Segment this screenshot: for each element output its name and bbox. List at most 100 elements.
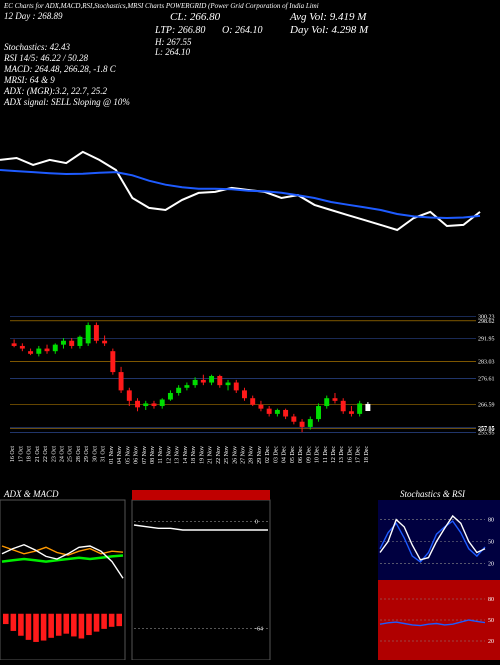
candle-body [110,351,116,373]
x-tick-label: 02 Dec [265,446,271,463]
candle-body [274,409,280,414]
candle-body [69,340,75,346]
x-tick-label: 13 Nov [175,446,181,464]
x-tick-label: 11 Nov [158,446,164,464]
x-tick-label: 08 Nov [150,446,156,464]
candle-body [135,400,140,408]
line-series [0,169,481,220]
x-tick-label: 14 Nov [183,446,189,464]
x-tick-label: 30 Oct [92,446,98,462]
adx-signal: ADX signal: SELL Sloping @ 10% [3,97,130,107]
y-tick-label: 20 [488,639,494,645]
candle-body [200,379,206,383]
y-tick-label: 50 [488,540,494,546]
mrsi: MRSI: 64 & 9 [3,75,55,85]
candle-body [233,382,239,391]
bar [63,613,70,634]
x-tick-label: 28 Nov [249,446,255,464]
candle-body [242,390,247,399]
y-tick-label: 257.35 [478,427,495,433]
stoch-panel-title: Stochastics & RSI [400,489,466,499]
y-tick-label: 257.65 [478,426,495,432]
candle-body [143,403,149,407]
bar [116,613,122,627]
candle-body [44,348,50,352]
x-tick-label: 21 Oct [35,446,41,462]
y-tick-label: 266.59 [478,402,495,408]
open: O: 264.10 [222,25,263,36]
candle-body [316,406,321,420]
x-tick-label: 06 Dec [298,446,304,463]
candle-body [348,411,354,414]
bar [78,613,85,639]
x-tick-label: 26 Nov [232,446,238,464]
y-tick-label: 283.03 [478,360,495,366]
candle-body [225,382,231,386]
x-tick-label: 04 Dec [282,446,288,463]
bar [25,613,32,640]
candle-body [28,351,34,354]
x-tick-label: 28 Oct [76,446,82,462]
x-tick-label: 19 Nov [199,446,205,464]
x-tick-label: 09 Dec [306,446,312,463]
high: H: 267.55 [154,37,192,47]
line-series [0,150,481,232]
candle-body [118,372,124,391]
x-tick-label: 16 Dec [347,446,353,463]
bar [101,613,107,629]
candle-body [167,392,173,400]
y-tick-label: 298.62 [478,319,495,325]
x-tick-label: 17 Oct [18,446,24,462]
x-tick-label: 22 Nov [216,446,222,464]
line-series [1,554,124,563]
candle-body [61,340,66,345]
x-tick-label: 25 Oct [68,446,74,462]
bar [18,613,24,636]
candle-body [192,379,198,386]
candle-body [102,340,108,344]
x-tick-label: 18 Oct [27,446,33,462]
x-tick-label: 05 Nov [125,446,131,464]
candle-body [176,387,182,393]
candle-body [77,336,83,346]
line-series [379,514,486,561]
candle-body [258,404,264,409]
candle-body [299,421,305,427]
line-series [133,524,268,531]
bar [3,613,9,625]
candle-body [291,416,297,422]
x-tick-label: 18 Dec [364,446,370,463]
x-tick-label: 05 Dec [290,446,296,463]
candle-body [283,409,289,417]
x-tick-label: 17 Dec [356,446,362,463]
x-tick-label: 13 Dec [339,446,345,463]
x-tick-label: 12 Dec [331,446,337,463]
line-series [1,543,124,579]
panel-frame [378,500,500,580]
y-tick-label: 291.95 [478,336,495,342]
x-tick-label: 03 Dec [273,446,279,463]
stochastics: Stochastics: 42.43 [4,42,70,52]
candle-body [324,398,330,407]
candle-body [250,398,256,405]
bar [48,613,54,638]
y-tick-label: 80 [488,597,494,603]
y-tick-label: -64 [255,626,263,632]
candle-body [332,398,338,401]
candle-body [93,325,99,341]
bar [40,613,47,641]
x-tick-label: 06 Nov [134,446,140,464]
line-series [379,520,486,563]
y-tick-label: 50 [488,618,494,624]
y-tick-label: 80 [488,518,494,524]
candle-body [365,403,371,412]
candle-body [357,403,363,414]
candle-body [266,408,272,414]
panel-header [132,490,270,500]
bar [33,613,39,642]
x-tick-label: 31 Oct [101,446,107,462]
x-tick-label: 12 Nov [166,446,172,464]
x-tick-label: 24 Oct [59,446,65,462]
bar [71,613,77,637]
